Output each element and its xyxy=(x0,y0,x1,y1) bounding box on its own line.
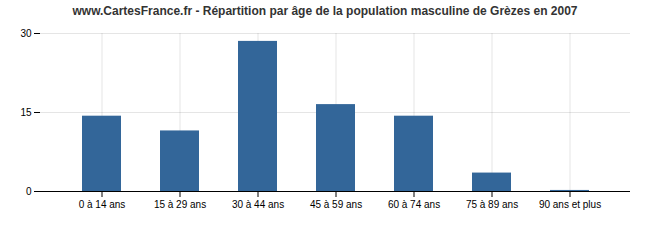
svg-text:0 à 14 ans: 0 à 14 ans xyxy=(79,199,126,210)
svg-text:90 ans et plus: 90 ans et plus xyxy=(539,199,601,210)
svg-text:15 à 29 ans: 15 à 29 ans xyxy=(154,199,206,210)
svg-text:45 à 59 ans: 45 à 59 ans xyxy=(310,199,362,210)
svg-text:0: 0 xyxy=(26,186,32,197)
svg-text:15: 15 xyxy=(20,107,32,118)
html-text:www.CartesFrance.fr - Répartit: www.CartesFrance.fr - Répartition par âg… xyxy=(72,4,578,18)
svg-text:75 à 89 ans: 75 à 89 ans xyxy=(466,199,518,210)
svg-text:30: 30 xyxy=(20,28,32,39)
svg-text:60 à 74 ans: 60 à 74 ans xyxy=(388,199,440,210)
svg-text:30 à 44 ans: 30 à 44 ans xyxy=(232,199,284,210)
